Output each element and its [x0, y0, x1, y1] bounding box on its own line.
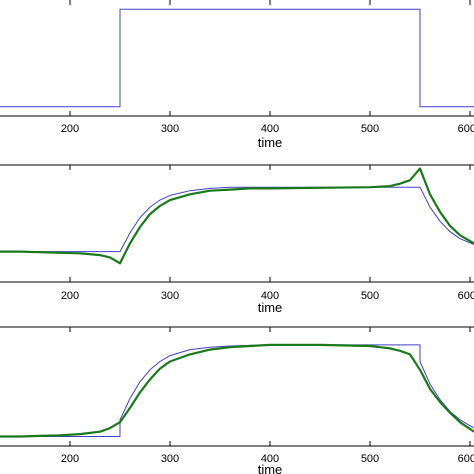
- input-series-line: [0, 8, 474, 108]
- input-series-line: [0, 344, 474, 437]
- panel-bottom: 200 300 400 500 600 time: [0, 326, 474, 474]
- x-tick-label: 200: [61, 453, 79, 465]
- x-tick-label: 500: [361, 453, 379, 465]
- panel-top: 200 300 400 500 600 time: [0, 0, 474, 150]
- x-tick-label: 300: [161, 123, 179, 135]
- x-tick-label: 500: [361, 123, 379, 135]
- x-tick-label: 300: [161, 453, 179, 465]
- x-tick-label: 200: [61, 123, 79, 135]
- x-tick-label: 400: [261, 123, 279, 135]
- input-series-line: [0, 186, 474, 253]
- x-tick-label: 600: [458, 123, 474, 135]
- panel-middle: 200 300 400 500 600 time: [0, 164, 474, 315]
- x-tick-label: 300: [161, 290, 179, 302]
- x-axis-label: time: [258, 300, 283, 315]
- x-tick-label: 600: [458, 290, 474, 302]
- x-axis-label: time: [258, 135, 283, 150]
- x-tick-label: 600: [458, 453, 474, 465]
- x-tick-label: 400: [261, 453, 279, 465]
- x-tick-label: 200: [61, 290, 79, 302]
- response-series-line: [0, 167, 474, 265]
- response-series-line: [0, 343, 474, 438]
- x-tick-label: 500: [361, 290, 379, 302]
- x-axis-label: time: [258, 462, 283, 474]
- x-tick-label: 400: [261, 290, 279, 302]
